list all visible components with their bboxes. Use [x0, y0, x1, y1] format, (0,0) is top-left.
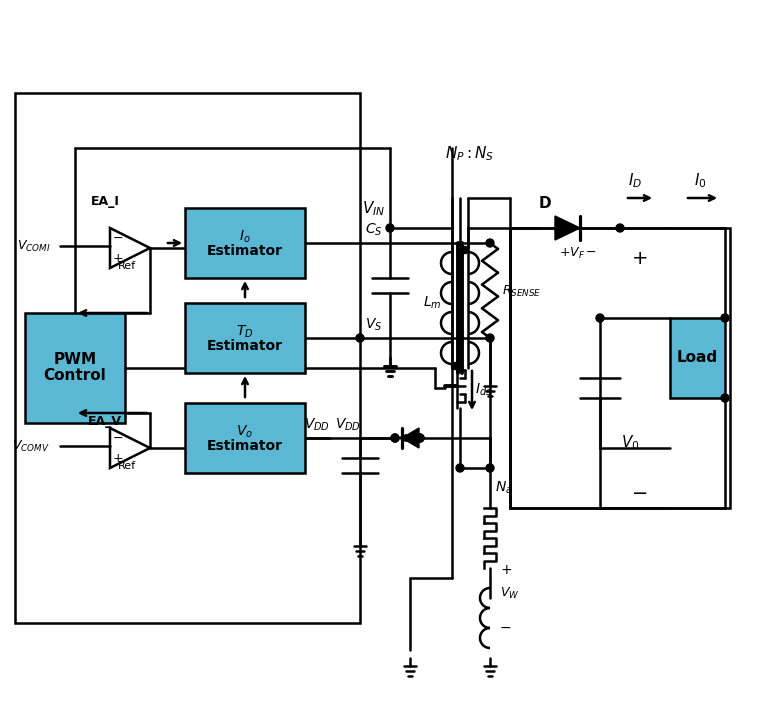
FancyBboxPatch shape [670, 318, 725, 398]
Text: $I_o$: $I_o$ [239, 229, 251, 245]
Text: $N_P : N_S$: $N_P : N_S$ [445, 144, 495, 163]
Circle shape [616, 224, 624, 232]
Text: +: + [113, 251, 123, 265]
Text: Estimator: Estimator [207, 339, 283, 353]
Text: Ref: Ref [118, 461, 136, 471]
Text: $+V_F-$: $+V_F-$ [559, 246, 597, 261]
Text: $V_S$: $V_S$ [365, 316, 382, 333]
Text: −: − [113, 232, 123, 244]
Circle shape [721, 314, 729, 322]
Text: $V_W$: $V_W$ [500, 586, 520, 600]
Polygon shape [555, 216, 580, 240]
Circle shape [391, 434, 399, 442]
Text: EA_I: EA_I [91, 195, 119, 208]
Text: −: − [632, 484, 648, 503]
FancyBboxPatch shape [185, 303, 305, 373]
Text: $V_{COMV}$: $V_{COMV}$ [12, 438, 50, 454]
FancyBboxPatch shape [25, 313, 125, 423]
Polygon shape [402, 428, 419, 448]
Circle shape [416, 434, 424, 442]
Text: $R_{SENSE}$: $R_{SENSE}$ [502, 283, 541, 299]
Circle shape [456, 464, 464, 472]
Text: $N_a$: $N_a$ [495, 480, 513, 496]
Text: $V_{IN}$: $V_{IN}$ [361, 199, 385, 218]
Text: Load: Load [677, 350, 718, 365]
Text: Control: Control [43, 368, 107, 384]
Circle shape [486, 239, 494, 247]
Text: $V_0$: $V_0$ [621, 433, 639, 452]
Text: $I_0$: $I_0$ [694, 171, 706, 190]
FancyBboxPatch shape [185, 403, 305, 473]
Text: $V_o$: $V_o$ [237, 424, 253, 440]
Circle shape [596, 314, 604, 322]
FancyBboxPatch shape [185, 208, 305, 278]
Text: $V_{COMI}$: $V_{COMI}$ [17, 239, 50, 253]
Bar [15, 93, 360, 623]
Text: $V_{DD}$: $V_{DD}$ [335, 416, 361, 433]
Text: $C_S$: $C_S$ [365, 222, 383, 238]
Circle shape [721, 394, 729, 402]
Circle shape [416, 434, 424, 442]
Text: −: − [113, 431, 123, 445]
Text: $T_D$: $T_D$ [236, 324, 253, 341]
Circle shape [386, 224, 394, 232]
Text: EA_V: EA_V [88, 415, 122, 428]
Circle shape [486, 334, 494, 342]
Text: +: + [113, 452, 123, 464]
Text: +: + [500, 563, 511, 577]
Text: $V_{DD}$: $V_{DD}$ [304, 416, 330, 433]
Text: $L_m$: $L_m$ [422, 295, 441, 312]
Bar [510, 228, 730, 508]
Circle shape [486, 464, 494, 472]
Circle shape [461, 246, 469, 253]
Text: PWM: PWM [53, 353, 97, 367]
Text: Estimator: Estimator [207, 244, 283, 258]
Circle shape [356, 334, 364, 342]
Text: D: D [539, 196, 551, 211]
Text: +: + [632, 249, 648, 268]
Text: Estimator: Estimator [207, 439, 283, 453]
Text: −: − [500, 621, 511, 635]
Circle shape [451, 362, 458, 370]
Text: $I_{ds}$: $I_{ds}$ [475, 382, 492, 398]
Circle shape [391, 434, 399, 442]
Text: $I_D$: $I_D$ [628, 171, 642, 190]
Text: Ref: Ref [118, 261, 136, 271]
